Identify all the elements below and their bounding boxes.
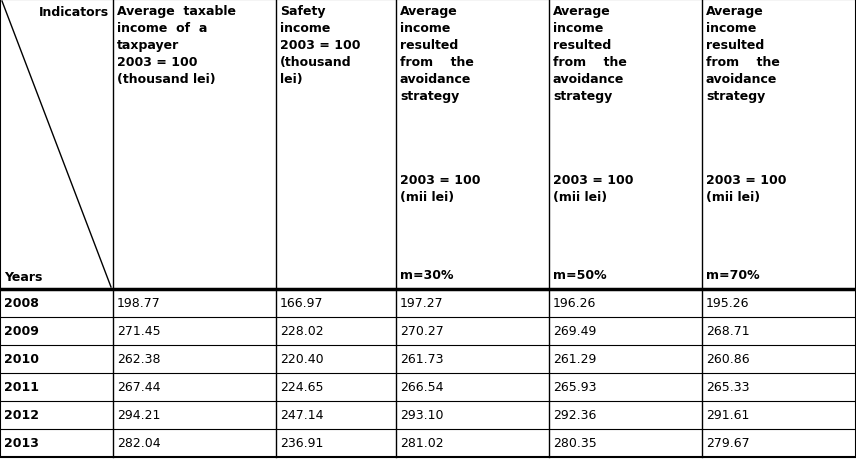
Text: 228.02: 228.02 [280,325,324,338]
Text: Average
income
resulted
from    the
avoidance
strategy: Average income resulted from the avoidan… [706,5,780,103]
Text: 269.49: 269.49 [553,325,597,338]
Text: 281.02: 281.02 [400,437,443,449]
Text: 267.44: 267.44 [117,381,160,394]
Text: Average
income
resulted
from    the
avoidance
strategy: Average income resulted from the avoidan… [553,5,627,103]
Text: Average
income
resulted
from    the
avoidance
strategy: Average income resulted from the avoidan… [400,5,474,103]
Text: m=70%: m=70% [706,269,759,281]
Text: Safety
income
2003 = 100
(thousand
lei): Safety income 2003 = 100 (thousand lei) [280,5,360,86]
Text: 260.86: 260.86 [706,353,750,366]
Text: 262.38: 262.38 [117,353,160,366]
Text: 280.35: 280.35 [553,437,597,449]
Text: 293.10: 293.10 [400,409,443,421]
Text: 198.77: 198.77 [117,297,161,310]
Text: 2003 = 100
(mii lei): 2003 = 100 (mii lei) [706,174,787,203]
Text: 224.65: 224.65 [280,381,324,394]
Text: 270.27: 270.27 [400,325,443,338]
Text: m=50%: m=50% [553,269,607,281]
Text: 2012: 2012 [4,409,39,421]
Text: 282.04: 282.04 [117,437,161,449]
Text: 2009: 2009 [4,325,39,338]
Text: 166.97: 166.97 [280,297,324,310]
Text: 261.73: 261.73 [400,353,443,366]
Text: Years: Years [4,270,43,283]
Text: Average  taxable
income  of  a
taxpayer
2003 = 100
(thousand lei): Average taxable income of a taxpayer 200… [117,5,236,86]
Text: 236.91: 236.91 [280,437,324,449]
Text: 265.33: 265.33 [706,381,750,394]
Text: 2013: 2013 [4,437,39,449]
Text: 2011: 2011 [4,381,39,394]
Text: 279.67: 279.67 [706,437,750,449]
Text: Indicators: Indicators [39,6,109,19]
Text: 2010: 2010 [4,353,39,366]
Text: 266.54: 266.54 [400,381,443,394]
Text: m=30%: m=30% [400,269,454,281]
Text: 195.26: 195.26 [706,297,750,310]
Text: 261.29: 261.29 [553,353,597,366]
Text: 291.61: 291.61 [706,409,749,421]
Text: 292.36: 292.36 [553,409,597,421]
Text: 197.27: 197.27 [400,297,443,310]
Text: 268.71: 268.71 [706,325,750,338]
Text: 247.14: 247.14 [280,409,324,421]
Text: 220.40: 220.40 [280,353,324,366]
Text: 196.26: 196.26 [553,297,597,310]
Text: 2008: 2008 [4,297,39,310]
Text: 265.93: 265.93 [553,381,597,394]
Text: 294.21: 294.21 [117,409,160,421]
Text: 271.45: 271.45 [117,325,161,338]
Text: 2003 = 100
(mii lei): 2003 = 100 (mii lei) [400,174,480,203]
Text: 2003 = 100
(mii lei): 2003 = 100 (mii lei) [553,174,633,203]
